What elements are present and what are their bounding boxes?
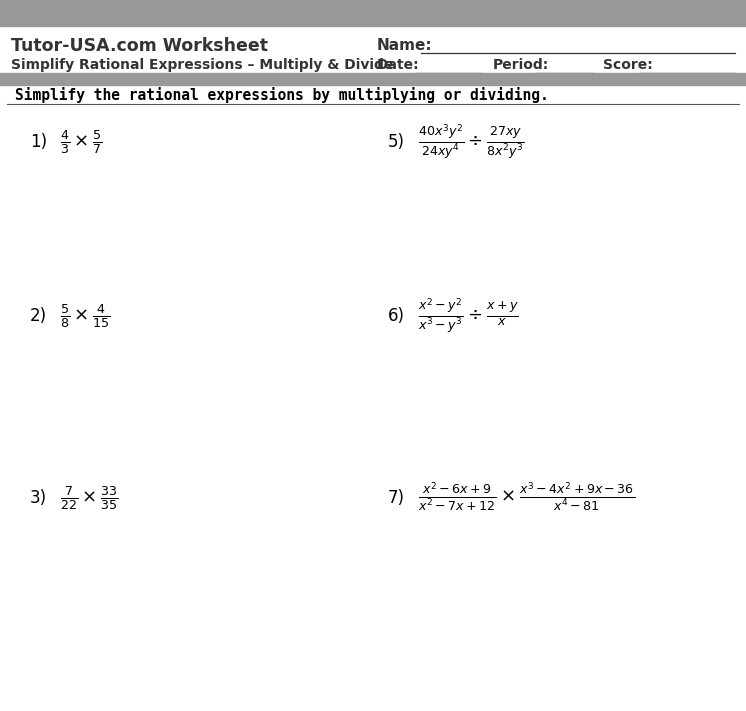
Text: Period:: Period: — [492, 58, 548, 73]
Text: $\frac{x^{2}-6x+9}{x^{2}-7x+12}\times\frac{x^{3}-4x^{2}+9x-36}{x^{4}-81}$: $\frac{x^{2}-6x+9}{x^{2}-7x+12}\times\fr… — [418, 481, 635, 515]
Text: $\frac{7}{22}\times\frac{33}{35}$: $\frac{7}{22}\times\frac{33}{35}$ — [60, 483, 118, 512]
Text: Date:: Date: — [377, 58, 419, 73]
Text: $\frac{40x^{3}y^{2}}{24xy^{4}}\div\frac{27xy}{8x^{2}y^{3}}$: $\frac{40x^{3}y^{2}}{24xy^{4}}\div\frac{… — [418, 122, 524, 162]
Text: Simplify the rational expressions by multiplying or dividing.: Simplify the rational expressions by mul… — [15, 87, 548, 103]
Text: Tutor-USA.com Worksheet: Tutor-USA.com Worksheet — [11, 36, 269, 55]
Text: 2): 2) — [30, 307, 47, 326]
Text: 1): 1) — [30, 133, 47, 151]
Bar — [0, 0, 746, 26]
Text: $\frac{4}{3}\times\frac{5}{7}$: $\frac{4}{3}\times\frac{5}{7}$ — [60, 128, 102, 156]
Text: $\frac{5}{8}\times\frac{4}{15}$: $\frac{5}{8}\times\frac{4}{15}$ — [60, 302, 110, 331]
Text: Name:: Name: — [377, 38, 433, 53]
Text: $\frac{x^{2}-y^{2}}{x^{3}-y^{3}}\div\frac{x+y}{x}$: $\frac{x^{2}-y^{2}}{x^{3}-y^{3}}\div\fra… — [418, 296, 518, 336]
Text: 5): 5) — [388, 133, 405, 151]
Text: Simplify Rational Expressions – Multiply & Divide: Simplify Rational Expressions – Multiply… — [11, 58, 394, 73]
Text: 7): 7) — [388, 488, 405, 507]
Text: Score:: Score: — [603, 58, 653, 73]
Text: 6): 6) — [388, 307, 405, 326]
Bar — [0, 73, 746, 85]
Text: 3): 3) — [30, 488, 47, 507]
